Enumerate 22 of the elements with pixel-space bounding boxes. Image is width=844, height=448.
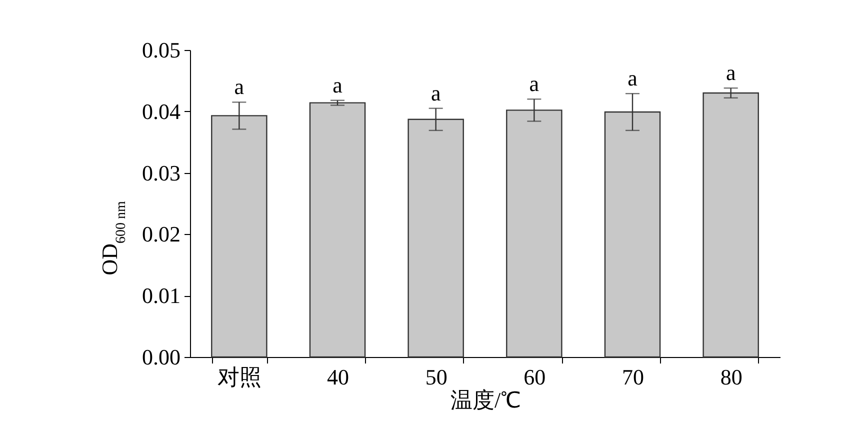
bar [702,92,759,358]
x-tick-label: 对照 [218,364,262,390]
y-axis-title: OD600 nm [97,201,129,276]
y-tick-label: 0.01 [142,283,180,308]
annotation: a [430,80,441,106]
x-axis-title: 温度/℃ [450,388,521,412]
y-tick-label: 0.04 [142,98,180,124]
y-tick-label: 0.02 [142,222,180,247]
x-tick-label: 50 [425,364,448,390]
annotation: a [628,66,638,91]
annotation: a [332,72,343,98]
y-tick-label: 0.00 [142,344,180,370]
x-tick-label: 70 [622,364,644,390]
x-tick-label: 60 [524,364,546,390]
annotation: a [529,71,540,96]
bar [309,102,366,358]
y-tick-label: 0.05 [142,38,180,62]
annotation: a [234,74,244,100]
annotation: a [726,60,736,86]
y-tick-label: 0.03 [142,160,180,186]
x-tick-label: 40 [327,364,349,390]
x-tick-label: 80 [720,364,742,390]
